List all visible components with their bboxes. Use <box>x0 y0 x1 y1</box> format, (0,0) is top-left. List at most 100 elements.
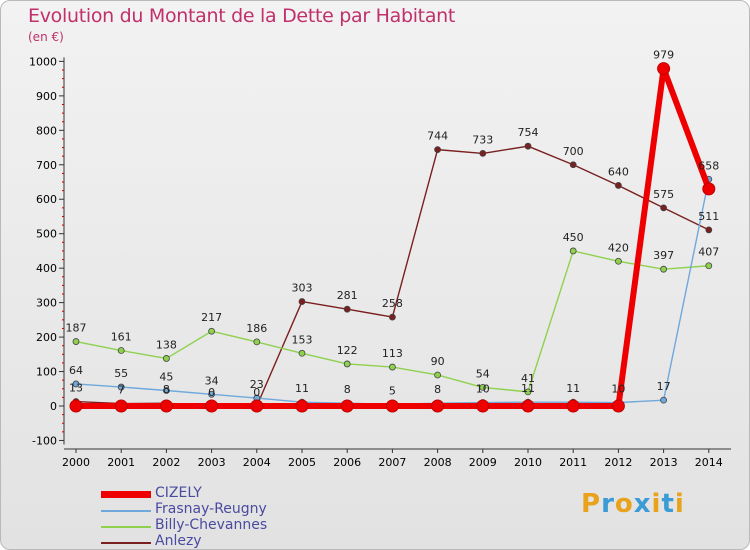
data-label: 217 <box>201 311 222 324</box>
y-tick-label: 0 <box>50 400 57 413</box>
data-point <box>388 363 396 371</box>
data-label: 13 <box>69 382 83 395</box>
data-label: 658 <box>698 159 719 172</box>
x-tick-label: 2010 <box>514 456 542 469</box>
data-label: 41 <box>521 372 535 385</box>
y-tick-label: 700 <box>36 159 57 172</box>
legend-label: Billy-Chevannes <box>155 517 268 533</box>
logo-letter: i <box>674 489 685 519</box>
data-label: 281 <box>337 289 358 302</box>
y-tick-label: 400 <box>36 262 57 275</box>
data-label: 187 <box>66 322 87 335</box>
data-point <box>385 399 399 413</box>
data-label: 11 <box>521 382 535 395</box>
data-point <box>253 338 261 346</box>
data-label: 11 <box>295 382 309 395</box>
data-point <box>479 150 487 157</box>
data-label: 8 <box>434 383 441 396</box>
data-label: 17 <box>657 380 671 393</box>
data-label: 8 <box>163 383 170 396</box>
data-point <box>298 298 306 305</box>
legend-swatch <box>101 526 151 528</box>
data-label: 258 <box>382 297 403 310</box>
data-label: 90 <box>431 355 445 368</box>
data-point <box>250 399 264 413</box>
data-point <box>298 349 306 357</box>
data-point <box>117 347 125 354</box>
data-point <box>524 142 532 150</box>
data-point <box>479 383 487 391</box>
data-label: 450 <box>563 231 584 244</box>
data-label: 55 <box>114 367 128 380</box>
data-point <box>615 257 622 265</box>
data-point <box>340 399 354 413</box>
data-point <box>208 327 216 335</box>
data-point <box>434 146 442 154</box>
data-point <box>705 262 713 270</box>
data-label: 10 <box>611 383 625 396</box>
data-label: 754 <box>518 126 539 139</box>
data-point <box>117 383 125 391</box>
data-label: 11 <box>566 382 580 395</box>
data-label: 511 <box>698 210 719 223</box>
data-point <box>162 355 170 362</box>
x-tick-label: 2003 <box>198 456 226 469</box>
data-point <box>388 313 396 321</box>
y-tick-label: 100 <box>36 366 57 379</box>
data-label: 700 <box>563 145 584 158</box>
data-point <box>162 387 170 394</box>
data-point <box>431 399 445 413</box>
data-label: 161 <box>111 331 132 344</box>
data-label: 45 <box>159 370 173 383</box>
data-label: 34 <box>205 374 219 387</box>
data-label: 575 <box>653 188 674 201</box>
legend-label: Anlezy <box>155 533 202 549</box>
y-tick-label: -100 <box>32 434 57 447</box>
data-point <box>660 265 667 273</box>
logo-letter: t <box>661 489 675 519</box>
data-label: 733 <box>472 133 493 146</box>
data-label: 640 <box>608 165 629 178</box>
data-point <box>521 399 535 413</box>
data-point <box>702 182 716 196</box>
x-tick-label: 2009 <box>469 456 497 469</box>
data-label: 153 <box>292 333 313 346</box>
data-point <box>343 360 351 368</box>
y-tick-label: 200 <box>36 331 57 344</box>
x-tick-label: 2004 <box>243 456 271 469</box>
proxiti-logo: Proxiti <box>581 489 685 519</box>
data-label: 122 <box>337 344 358 357</box>
chart-title: Evolution du Montant de la Dette par Hab… <box>28 5 456 27</box>
data-label: 979 <box>653 49 674 62</box>
x-tick-label: 2007 <box>378 456 406 469</box>
data-label: 0 <box>208 386 215 399</box>
data-point <box>657 62 671 76</box>
y-tick-label: 300 <box>36 297 57 310</box>
data-label: 7 <box>118 384 125 397</box>
data-label: 10 <box>476 383 490 396</box>
data-point <box>72 338 80 345</box>
data-label: 138 <box>156 338 177 351</box>
x-tick-label: 2006 <box>333 456 361 469</box>
logo-letter: P <box>581 489 602 519</box>
legend-label: Frasnay-Reugny <box>155 501 267 517</box>
data-label: 407 <box>698 246 719 259</box>
data-point <box>611 399 625 413</box>
data-point <box>660 204 667 212</box>
x-tick-label: 2000 <box>62 456 90 469</box>
data-point <box>660 396 667 404</box>
x-tick-label: 2014 <box>695 456 723 469</box>
chart-subtitle: (en €) <box>28 30 64 44</box>
legend-label: CIZELY <box>155 485 202 501</box>
data-label: 0 <box>253 386 260 399</box>
y-tick-label: 500 <box>36 228 57 241</box>
data-label: 420 <box>608 241 629 254</box>
data-point <box>72 380 80 388</box>
data-point <box>205 399 219 413</box>
data-point <box>343 305 351 313</box>
data-point <box>569 247 577 255</box>
data-point <box>524 388 532 396</box>
data-point <box>114 399 128 413</box>
